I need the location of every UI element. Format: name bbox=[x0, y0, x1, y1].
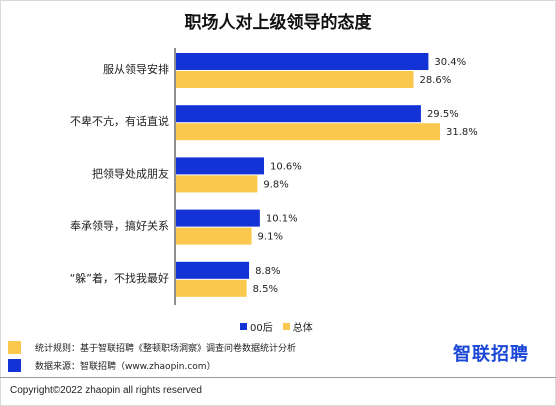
data-label-00hou-3: 10.6% bbox=[270, 161, 302, 172]
category-label-4: 奉承领导，搞好关系 bbox=[70, 219, 169, 233]
copyright-text: Copyright©2022 zhaopin all rights reserv… bbox=[10, 385, 202, 396]
footer-divider bbox=[0, 377, 556, 378]
bar-00hou-1 bbox=[176, 53, 429, 70]
category-label-3: 把领导处成朋友 bbox=[92, 166, 169, 180]
bar-00hou-5 bbox=[176, 261, 250, 279]
bar-overall-3 bbox=[176, 175, 258, 193]
legend-item-overall: 总体 bbox=[282, 319, 313, 334]
data-label-00hou-1: 30.4% bbox=[434, 57, 466, 68]
chart-title: 职场人对上级领导的态度 bbox=[184, 13, 372, 33]
data-label-overall-5: 8.5% bbox=[253, 284, 278, 295]
category-label-1: 服从领导安排 bbox=[103, 62, 169, 76]
bar-overall-4 bbox=[176, 227, 252, 245]
data-label-overall-2: 31.8% bbox=[446, 127, 478, 138]
category-label-5: “躲”着，不找我最好 bbox=[70, 271, 169, 285]
data-label-overall-4: 9.1% bbox=[258, 232, 283, 243]
data-label-overall-1: 28.6% bbox=[419, 75, 451, 86]
bar-00hou-2 bbox=[176, 105, 421, 123]
bar-00hou-3 bbox=[176, 157, 265, 175]
bar-overall-2 bbox=[176, 123, 441, 141]
category-label-2: 不卑不亢，有话直说 bbox=[70, 114, 169, 128]
data-label-00hou-4: 10.1% bbox=[266, 214, 298, 225]
bar-overall-1 bbox=[176, 71, 414, 88]
note-data-source: 数据来源：智联招聘（www.zhaopin.com） bbox=[8, 359, 216, 372]
bar-chart: 服从领导安排 30.4% 28.6% 不卑不亢，有话直说 29.5% 31.8% 把领导处成… bbox=[70, 48, 478, 305]
data-label-00hou-2: 29.5% bbox=[427, 109, 459, 120]
legend-label-00hou: 00后 bbox=[250, 323, 273, 334]
note-text-statistics-rule: 统计规则：基于智联招聘《整顿职场洞察》调查问卷数据统计分析 bbox=[35, 344, 297, 354]
legend-swatch-00hou bbox=[240, 323, 247, 330]
note-text-data-source: 数据来源：智联招聘（www.zhaopin.com） bbox=[35, 362, 216, 372]
note-statistics-rule: 统计规则：基于智联招聘《整顿职场洞察》调查问卷数据统计分析 bbox=[8, 341, 296, 354]
bar-00hou-4 bbox=[176, 209, 260, 227]
data-label-00hou-5: 8.8% bbox=[255, 266, 280, 277]
legend-item-00hou: 00后 bbox=[240, 319, 273, 334]
legend: 00后 总体 bbox=[240, 319, 313, 334]
bar-overall-5 bbox=[176, 279, 247, 297]
note-swatch-blue bbox=[8, 359, 21, 372]
note-swatch-yellow bbox=[8, 341, 21, 354]
legend-label-overall: 总体 bbox=[292, 323, 313, 334]
data-label-overall-3: 9.8% bbox=[263, 179, 288, 190]
zhaopin-logo: 智联招聘 bbox=[453, 344, 529, 365]
legend-swatch-overall bbox=[282, 323, 290, 330]
